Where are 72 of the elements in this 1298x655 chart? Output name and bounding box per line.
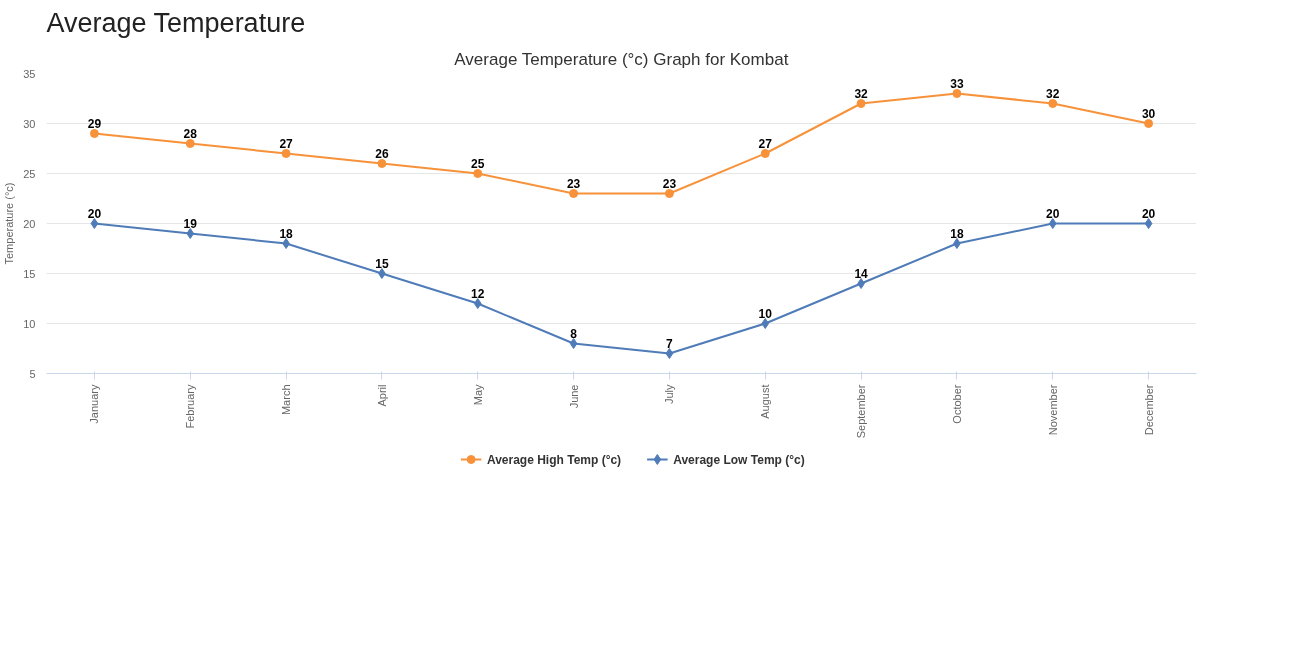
- data-label: 10: [758, 306, 773, 321]
- data-label: 29: [87, 116, 102, 131]
- x-tick-label: March: [280, 384, 293, 416]
- x-tick-label: September: [855, 384, 868, 439]
- point: [664, 189, 674, 198]
- x-tick-label: July: [663, 384, 676, 405]
- chart-subtitle: Average Temperature (°c) Graph for Kombat: [454, 49, 789, 69]
- data-label: 18: [279, 226, 294, 241]
- data-label: 20: [87, 206, 102, 221]
- data-label: 7: [666, 336, 674, 351]
- point: [377, 159, 387, 168]
- point: [665, 348, 674, 359]
- data-label: 26: [375, 146, 389, 161]
- data-label: 25: [471, 156, 485, 171]
- y-tick-label: 30: [23, 117, 36, 130]
- y-axis-title: Temperature (°c): [3, 182, 16, 265]
- data-label: 18: [950, 226, 964, 241]
- data-label: 23: [566, 176, 581, 191]
- point: [89, 129, 99, 138]
- data-label: 12: [471, 286, 485, 301]
- legend-label: Average Low Temp (°c): [673, 452, 805, 467]
- point: [856, 99, 866, 108]
- y-tick-label: 10: [23, 317, 36, 330]
- point: [186, 228, 195, 239]
- point: [281, 149, 291, 158]
- y-tick-label: 20: [23, 217, 36, 230]
- data-label: 27: [279, 136, 294, 151]
- point: [473, 298, 482, 309]
- x-tick-label: April: [375, 384, 388, 407]
- x-tick-label: June: [567, 384, 580, 409]
- data-label: 20: [1046, 206, 1060, 221]
- data-label: 19: [183, 216, 198, 231]
- y-tick-label: 15: [23, 267, 36, 280]
- point: [1048, 218, 1057, 229]
- x-tick-label: October: [950, 384, 963, 424]
- point: [952, 89, 962, 98]
- y-tick-label: 5: [29, 367, 36, 380]
- point: [761, 318, 770, 329]
- point: [953, 238, 961, 249]
- x-tick-label: December: [1142, 384, 1155, 436]
- point: [1144, 119, 1154, 128]
- x-tick-label: February: [184, 384, 197, 429]
- point: [857, 278, 865, 289]
- x-tick-label: May: [471, 384, 484, 406]
- legend-label: Average High Temp (°c): [486, 452, 622, 467]
- chart-title: Average Temperature: [46, 7, 306, 38]
- data-label: 30: [1141, 106, 1156, 121]
- data-label: 27: [758, 136, 773, 151]
- data-label: 14: [854, 266, 869, 281]
- point: [185, 139, 195, 148]
- data-label: 23: [662, 176, 677, 191]
- y-tick-label: 25: [23, 167, 36, 180]
- data-label: 28: [183, 126, 198, 141]
- x-tick-label: January: [88, 384, 101, 424]
- data-label: 20: [1141, 206, 1156, 221]
- x-tick-label: August: [759, 384, 772, 419]
- data-label: 8: [570, 326, 578, 341]
- point: [473, 169, 483, 178]
- data-label: 32: [854, 86, 869, 101]
- data-label: 15: [375, 256, 389, 271]
- point: [1144, 218, 1153, 229]
- point: [378, 268, 386, 279]
- point: [569, 189, 579, 198]
- point: [90, 218, 99, 229]
- point: [760, 149, 770, 158]
- point: [1048, 99, 1058, 108]
- y-tick-label: 35: [23, 67, 36, 80]
- point: [282, 238, 290, 249]
- point: [569, 338, 578, 349]
- x-tick-label: November: [1046, 384, 1059, 436]
- data-label: 33: [950, 76, 964, 91]
- data-label: 32: [1046, 86, 1060, 101]
